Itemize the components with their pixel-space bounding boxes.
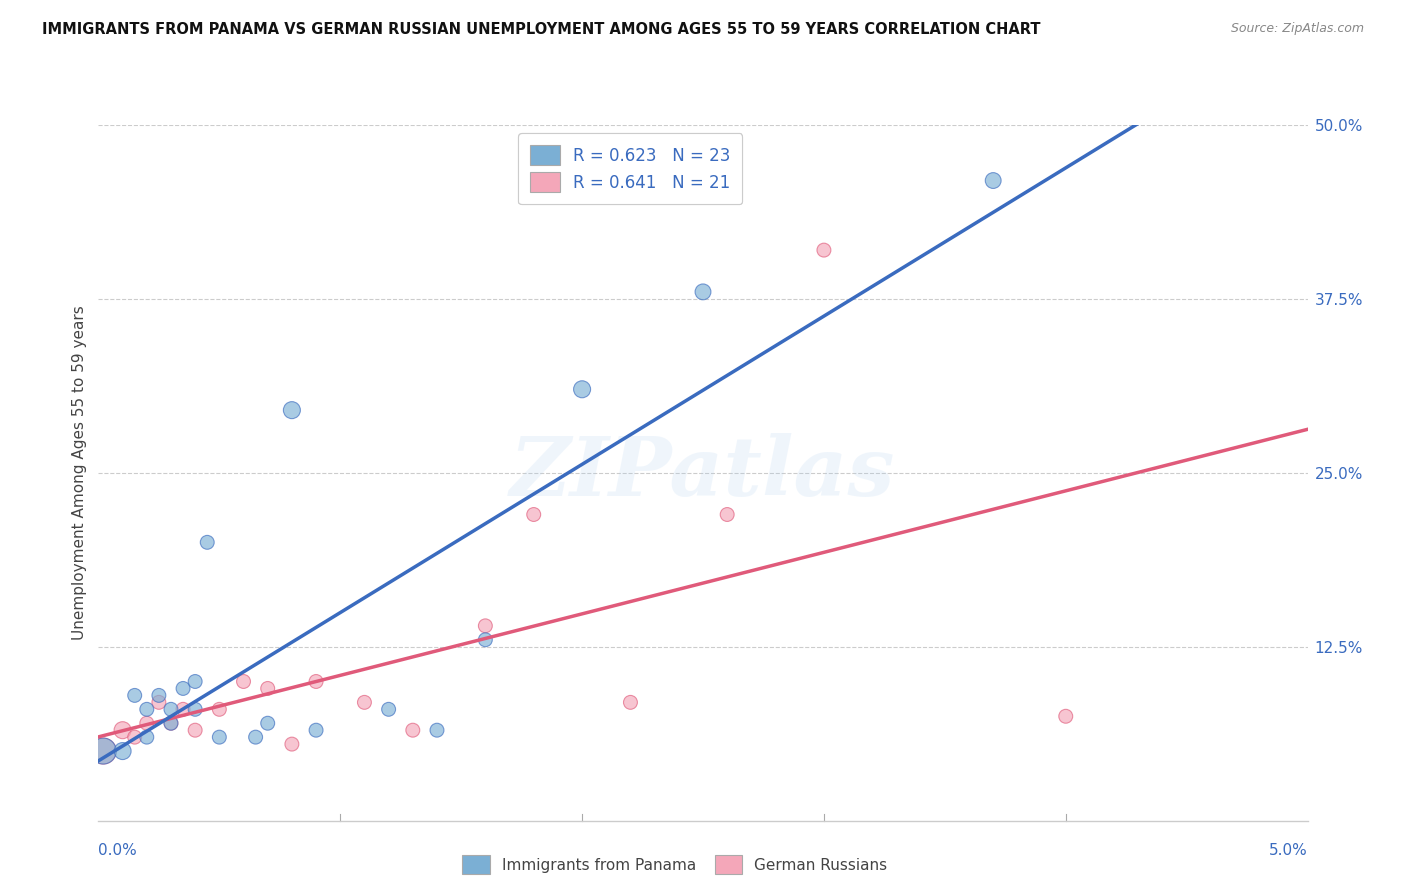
Point bbox=[281, 403, 304, 417]
Point bbox=[208, 730, 231, 744]
Y-axis label: Unemployment Among Ages 55 to 59 years: Unemployment Among Ages 55 to 59 years bbox=[72, 305, 87, 640]
Point bbox=[474, 619, 496, 633]
Text: ZIPatlas: ZIPatlas bbox=[510, 433, 896, 513]
Point bbox=[172, 702, 194, 716]
Legend: R = 0.623   N = 23, R = 0.641   N = 21: R = 0.623 N = 23, R = 0.641 N = 21 bbox=[519, 133, 742, 204]
Point bbox=[474, 632, 496, 647]
Point bbox=[245, 730, 267, 744]
Point bbox=[124, 689, 146, 703]
Point bbox=[160, 716, 183, 731]
Point bbox=[148, 689, 170, 703]
Point bbox=[619, 695, 641, 709]
Point bbox=[148, 695, 170, 709]
Point bbox=[135, 730, 157, 744]
Text: Source: ZipAtlas.com: Source: ZipAtlas.com bbox=[1230, 22, 1364, 36]
Legend: Immigrants from Panama, German Russians: Immigrants from Panama, German Russians bbox=[456, 849, 894, 880]
Point bbox=[91, 744, 114, 758]
Point bbox=[172, 681, 194, 696]
Point bbox=[692, 285, 714, 299]
Point bbox=[184, 674, 207, 689]
Point bbox=[160, 702, 183, 716]
Text: 0.0%: 0.0% bbox=[98, 843, 138, 858]
Point bbox=[232, 674, 254, 689]
Point bbox=[1054, 709, 1077, 723]
Point bbox=[111, 723, 134, 738]
Point bbox=[716, 508, 738, 522]
Point bbox=[160, 716, 183, 731]
Point bbox=[305, 674, 328, 689]
Point bbox=[402, 723, 425, 738]
Point bbox=[208, 702, 231, 716]
Point bbox=[135, 716, 157, 731]
Point bbox=[111, 744, 134, 758]
Point bbox=[124, 730, 146, 744]
Point bbox=[135, 702, 157, 716]
Point bbox=[571, 382, 593, 396]
Text: 5.0%: 5.0% bbox=[1268, 843, 1308, 858]
Point bbox=[426, 723, 449, 738]
Point bbox=[981, 173, 1004, 187]
Point bbox=[281, 737, 304, 751]
Point bbox=[305, 723, 328, 738]
Point bbox=[377, 702, 399, 716]
Point bbox=[353, 695, 375, 709]
Text: IMMIGRANTS FROM PANAMA VS GERMAN RUSSIAN UNEMPLOYMENT AMONG AGES 55 TO 59 YEARS : IMMIGRANTS FROM PANAMA VS GERMAN RUSSIAN… bbox=[42, 22, 1040, 37]
Point bbox=[523, 508, 546, 522]
Point bbox=[184, 702, 207, 716]
Point bbox=[195, 535, 218, 549]
Point bbox=[91, 744, 114, 758]
Point bbox=[256, 681, 278, 696]
Point bbox=[256, 716, 278, 731]
Point bbox=[813, 243, 835, 257]
Point bbox=[184, 723, 207, 738]
